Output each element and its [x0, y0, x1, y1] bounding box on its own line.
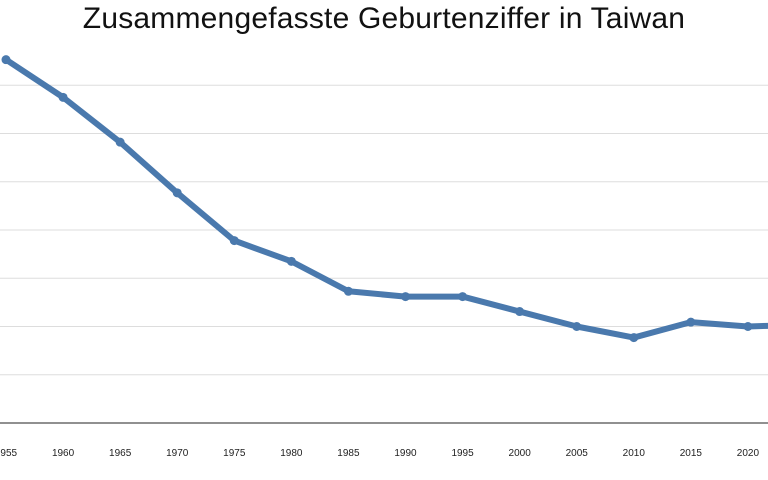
data-point [172, 188, 182, 198]
x-tick-label: 1970 [166, 448, 189, 459]
data-point [58, 92, 68, 102]
x-tick-label: 1955 [0, 448, 18, 459]
data-point [229, 236, 239, 246]
series-line [3, 56, 768, 341]
data-point [686, 317, 696, 327]
data-point [1, 55, 11, 65]
data-point [515, 307, 525, 317]
data-point [401, 292, 410, 302]
data-point [572, 322, 582, 331]
x-tick-labels: 1955 1960 1965 1970 1975 1980 1985 1990 1995 2000… [0, 448, 759, 459]
data-point [629, 333, 639, 343]
data-point [743, 322, 753, 331]
x-tick-label: 1995 [451, 448, 474, 459]
x-tick-label: 2005 [566, 448, 589, 459]
data-point [286, 256, 296, 266]
data-points [1, 55, 753, 343]
chart-title: Zusammengefasste Geburtenziffer in Taiwa… [82, 2, 686, 35]
x-tick-label: 2020 [737, 448, 760, 459]
x-tick-label: 1990 [394, 448, 417, 459]
data-point [115, 137, 125, 147]
x-tick-label: 1965 [109, 448, 132, 459]
data-point [343, 286, 353, 296]
x-tick-label: 2010 [623, 448, 646, 459]
x-tick-label: 2000 [509, 448, 532, 459]
x-tick-label: 1985 [337, 448, 360, 459]
x-tick-label: 1980 [280, 448, 303, 459]
x-tick-label: 1975 [223, 448, 246, 459]
x-tick-label: 2015 [680, 448, 703, 459]
grid-lines [0, 84, 768, 376]
x-tick-label: 1960 [52, 448, 75, 459]
data-point [458, 292, 468, 302]
